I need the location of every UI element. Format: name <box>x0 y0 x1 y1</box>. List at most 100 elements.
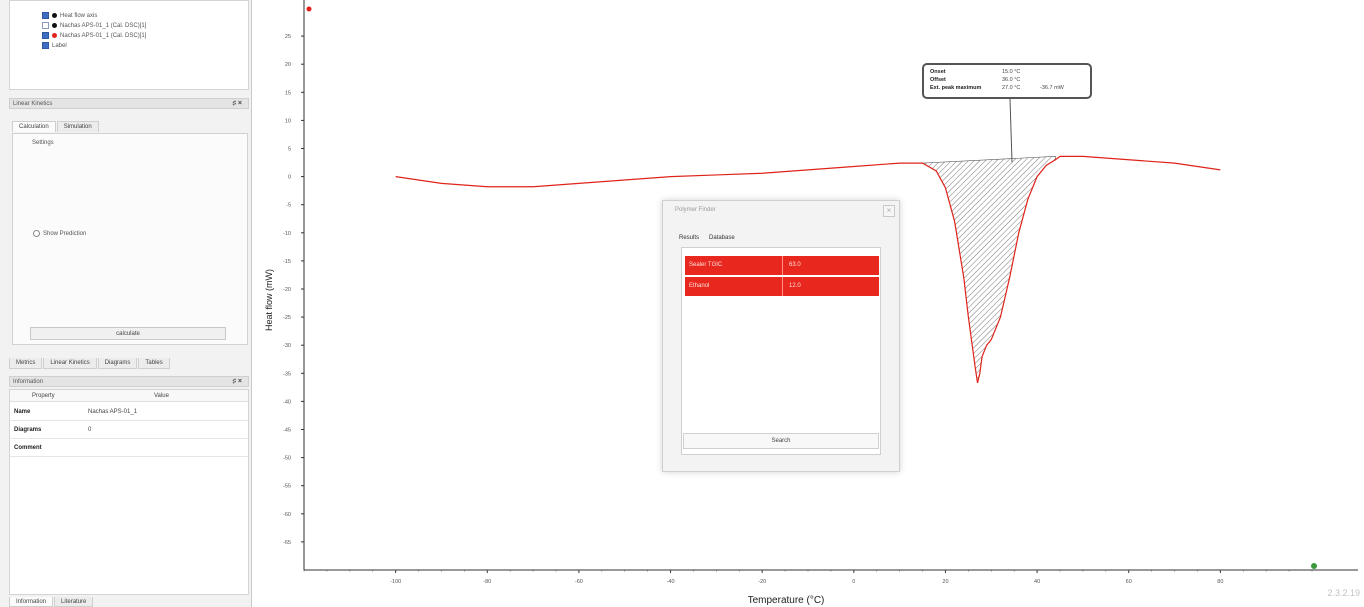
tab-metrics[interactable]: Metrics <box>9 358 43 369</box>
table-row[interactable]: Name Nachas APS-01_1 <box>10 404 248 421</box>
y-tick-label: -10 <box>283 231 291 237</box>
y-tick-label: -30 <box>283 343 291 349</box>
y-tick-label: 10 <box>285 118 291 124</box>
y-tick-label: -45 <box>283 428 291 434</box>
y-tick-label: 25 <box>285 34 291 40</box>
chart-area[interactable]: 25 20 15 10 5 0 -5 -10 -15 -20 -25 -30 -35 -40 -45 -50 -… <box>252 0 1364 607</box>
kinetics-tabs: Calculation Simulation <box>12 121 100 132</box>
show-prediction-radio[interactable]: Show Prediction <box>33 230 86 237</box>
col-property: Property <box>32 393 55 399</box>
legend-item[interactable]: Nachas APS-01_1 (Cal. DSC)[1] <box>42 21 146 30</box>
panel-title-text: Linear Kinetics <box>13 101 53 107</box>
heat-flow-curve <box>395 155 1221 383</box>
legend-label: Label <box>52 42 67 49</box>
annotation-leader-line <box>1009 98 1013 163</box>
dsc-chart[interactable]: 25 20 15 10 5 0 -5 -10 -15 -20 -25 -30 -35 -40 -45 -50 -… <box>252 0 1364 607</box>
result-name: Ethanol <box>685 277 783 296</box>
tab-calculation[interactable]: Calculation <box>12 121 56 132</box>
settings-label: Settings <box>32 140 54 146</box>
x-tick-label: 80 <box>1217 579 1223 585</box>
legend-item[interactable]: Label <box>42 41 67 50</box>
legend-checkbox[interactable] <box>42 22 49 29</box>
tooltip-value: 15.0 °C <box>1002 69 1021 75</box>
col-value: Value <box>154 393 169 399</box>
panel-float-close-icon[interactable]: ♯× <box>232 100 244 107</box>
legend-label: Nachas APS-01_1 (Cal. DSC)[1] <box>60 22 147 29</box>
peak-area-shading <box>921 156 1056 383</box>
list-item[interactable]: Sealer TGIC 63.0 <box>685 256 879 275</box>
axis-start-marker-icon <box>306 6 312 12</box>
table-row[interactable]: Diagrams 0 <box>10 422 248 439</box>
row-key: Diagrams <box>14 427 42 433</box>
tooltip-extra: -36.7 mW <box>1040 85 1064 91</box>
tab-information[interactable]: Information <box>9 597 54 607</box>
row-key: Name <box>14 409 31 415</box>
y-tick-label: -55 <box>283 484 291 490</box>
y-tick-label: -35 <box>283 371 291 377</box>
legend-dot-icon <box>52 33 57 38</box>
y-tick-label: 20 <box>285 62 291 68</box>
x-tick-label: 60 <box>1126 579 1132 585</box>
tooltip-row: Onset 15.0 °C <box>930 68 1084 76</box>
y-tick-label: -25 <box>283 315 291 321</box>
row-value: Nachas APS-01_1 <box>88 409 138 415</box>
legend-dot-icon <box>52 13 57 18</box>
y-tick-label: -65 <box>283 540 291 546</box>
y-tick-label: -5 <box>286 203 291 209</box>
y-tick-label: -50 <box>283 456 291 462</box>
left-panel: Heat flow axis Nachas APS-01_1 (Cal. DSC… <box>0 0 252 607</box>
dialog-title: Polymer Finder <box>675 207 716 213</box>
y-axis-label: Heat flow (mW) <box>264 269 274 331</box>
tab-diagrams[interactable]: Diagrams <box>97 358 138 369</box>
results-list: Sealer TGIC 63.0 Ethanol 12.0 <box>681 247 881 455</box>
polymer-finder-dialog[interactable]: Polymer Finder × Results Database Sealer… <box>662 200 900 472</box>
legend-label: Nachas APS-01_1 (Cal. DSC)[1] <box>60 32 147 39</box>
list-item[interactable]: Ethanol 12.0 <box>685 277 879 296</box>
legend-checkbox[interactable] <box>42 12 49 19</box>
legend-item[interactable]: Heat flow axis <box>42 11 97 20</box>
tooltip-row: Offset 36.0 °C <box>930 76 1084 84</box>
tab-simulation[interactable]: Simulation <box>56 121 99 132</box>
row-key: Comment <box>14 445 42 451</box>
y-tick-label: -40 <box>283 399 291 405</box>
x-tick-label: -100 <box>390 579 401 585</box>
peak-annotation-tooltip[interactable]: Onset 15.0 °C Offset 36.0 °C Ext. peak m… <box>922 63 1092 99</box>
x-tick-label: -80 <box>483 579 491 585</box>
radio-icon[interactable] <box>33 230 40 237</box>
tab-database[interactable]: Database <box>709 235 735 241</box>
y-tick-label: 0 <box>288 175 291 181</box>
tooltip-row: Ext. peak maximum 27.0 °C -36.7 mW <box>930 84 1084 92</box>
tab-results[interactable]: Results <box>679 235 700 241</box>
tab-literature[interactable]: Literature <box>54 597 94 607</box>
tab-tables[interactable]: Tables <box>138 358 170 369</box>
tooltip-value: 27.0 °C <box>1002 85 1021 91</box>
close-icon[interactable]: × <box>883 205 895 217</box>
tooltip-key: Offset <box>930 77 946 83</box>
legend-label: Heat flow axis <box>60 12 98 19</box>
panel-title-text: Information <box>13 379 44 385</box>
axis-end-marker-icon <box>1311 563 1317 569</box>
result-name: Sealer TGIC <box>685 256 783 275</box>
left-bottom-tabs: Metrics Linear Kinetics Diagrams Tables <box>9 358 171 369</box>
tab-linear-kinetics[interactable]: Linear Kinetics <box>43 358 97 369</box>
legend-item[interactable]: Nachas APS-01_1 (Cal. DSC)[1] <box>42 31 146 40</box>
y-tick-label: -60 <box>283 512 291 518</box>
calculate-button[interactable]: calculate <box>30 327 226 340</box>
information-panel-title: Information ♯× <box>9 376 249 387</box>
information-header: Property Value <box>10 390 248 402</box>
kinetics-body <box>12 133 248 345</box>
legend-checkbox[interactable] <box>42 42 49 49</box>
legend-checkbox[interactable] <box>42 32 49 39</box>
y-tick-label: -15 <box>283 259 291 265</box>
x-tick-label: 40 <box>1034 579 1040 585</box>
search-button[interactable]: Search <box>683 433 879 449</box>
version-label: 2.3.2.19 <box>1327 588 1360 598</box>
panel-float-close-icon[interactable]: ♯× <box>232 378 244 385</box>
x-tick-label: -60 <box>575 579 583 585</box>
legend-panel: Heat flow axis Nachas APS-01_1 (Cal. DSC… <box>9 0 249 90</box>
table-row[interactable]: Comment <box>10 440 248 457</box>
result-score: 12.0 <box>789 283 801 289</box>
y-tick-label: 5 <box>288 147 291 153</box>
y-tick-label: 15 <box>285 90 291 96</box>
radio-label: Show Prediction <box>43 230 87 237</box>
